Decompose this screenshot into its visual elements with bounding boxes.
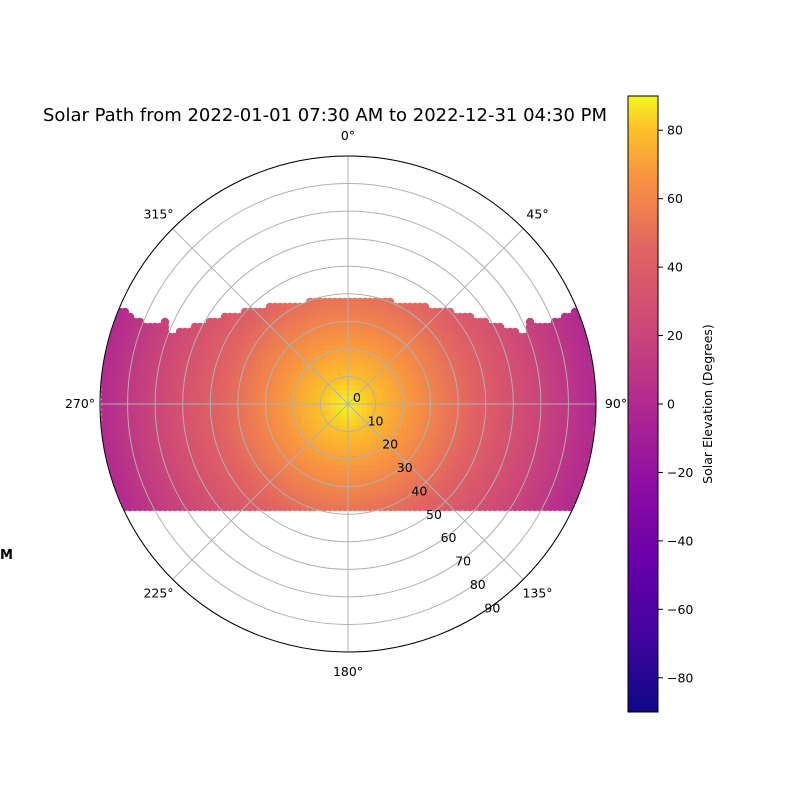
- radial-tick-label: 70: [455, 554, 471, 569]
- radial-tick-label: 20: [382, 437, 398, 452]
- polar-grid: [99, 155, 597, 653]
- radial-tick-label: 30: [397, 460, 413, 475]
- theta-tick-label: 270°: [65, 396, 95, 411]
- theta-tick-label: 180°: [333, 664, 363, 679]
- radial-tick-label: 0: [353, 390, 361, 405]
- theta-tick-label: 225°: [143, 586, 173, 601]
- theta-tick-label: 0°: [341, 128, 355, 143]
- radial-tick-label: 80: [470, 577, 486, 592]
- colorbar-tick-label: 80: [667, 123, 683, 138]
- colorbar-tick-label: −20: [667, 465, 693, 480]
- colorbar-tick-label: −40: [667, 533, 693, 548]
- theta-tick-label: 315°: [143, 206, 173, 221]
- colorbar-bar: [627, 95, 659, 713]
- colorbar-tick-label: 0: [667, 397, 675, 412]
- chart-title: Solar Path from 2022-01-01 07:30 AM to 2…: [43, 105, 607, 126]
- radial-tick-label: 10: [368, 413, 384, 428]
- theta-tick-label: 45°: [526, 206, 548, 221]
- colorbar-tick-label: −60: [667, 602, 693, 617]
- colorbar-tick-label: 20: [667, 328, 683, 343]
- theta-tick-label: 135°: [522, 586, 552, 601]
- radial-tick-label: 40: [411, 483, 427, 498]
- colorbar-tick-label: 40: [667, 260, 683, 275]
- colorbar-ticks: 80 60 40 20 0 −20 −40 −60 −80: [658, 123, 693, 685]
- sun-position-point: [160, 317, 170, 327]
- colorbar-tick-label: 60: [667, 191, 683, 206]
- radial-tick-label: 90: [484, 600, 500, 615]
- colorbar-tick-label: −80: [667, 670, 693, 685]
- theta-tick-label: 90°: [605, 396, 627, 411]
- radial-tick-label: 50: [426, 507, 442, 522]
- truncated-side-label: M: [0, 548, 13, 563]
- colorbar-label: Solar Elevation (Degrees): [700, 324, 715, 484]
- radial-tick-label: 60: [441, 530, 457, 545]
